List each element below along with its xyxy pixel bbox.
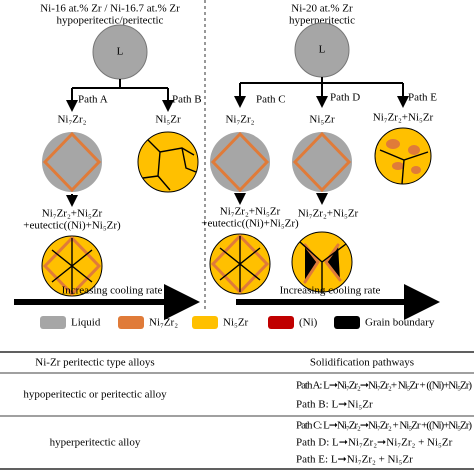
phase-label: Ni₇Zr₂+Ni₅Zr xyxy=(220,206,281,218)
legend: Liquid Ni₇Zr₂ Ni₅Zr (Ni) Grain boundary xyxy=(40,316,435,329)
legend-swatch xyxy=(268,316,294,329)
legend-swatch xyxy=(40,316,66,329)
path-label: Path C xyxy=(256,94,286,106)
node-label: L xyxy=(319,44,326,56)
table-header: Ni-Zr peritectic type alloys xyxy=(35,357,154,369)
path-label: Path B xyxy=(172,94,202,106)
header: Ni-16 at.% Zr / Ni-16.7 at.% Zr xyxy=(40,3,180,15)
header: hypoperitectic/peritectic xyxy=(57,15,164,27)
legend-label: (Ni) xyxy=(299,317,318,329)
path-label: Path E xyxy=(408,92,437,104)
path-label: Path A xyxy=(78,94,108,106)
phase-label: Ni₇Zr₂+Ni₅Zr xyxy=(373,112,434,124)
phase-label: Ni₅Zr xyxy=(309,114,335,126)
header: hyperperitectic xyxy=(289,15,355,27)
node-label: L xyxy=(117,46,124,58)
legend-label: Liquid xyxy=(71,317,101,329)
header: Ni-20 at.% Zr xyxy=(291,3,353,15)
microstructure xyxy=(41,235,103,297)
phase-label: Ni₅Zr xyxy=(155,114,181,126)
legend-swatch xyxy=(334,316,360,329)
phase-label: Ni₇Zr₂+Ni₅Zr xyxy=(298,208,359,220)
phase-label: +eutectic((Ni)+Ni₅Zr) xyxy=(23,220,121,232)
microstructure xyxy=(42,131,199,193)
phase-label: Ni₇Zr₂ xyxy=(57,114,86,126)
table-cell: Path D: L➞Ni₇Zr₂➞Ni₇Zr₂ + Ni₅Zr xyxy=(296,437,453,449)
table: Ni-Zr peritectic type alloys Solidificat… xyxy=(0,351,474,470)
connector xyxy=(240,77,403,84)
table-cell: Path E: L➞Ni₇Zr₂ + Ni₅Zr xyxy=(296,454,413,466)
legend-label: Grain boundary xyxy=(365,317,435,329)
axis-label: Increasing cooling rate xyxy=(280,285,381,297)
phase-label: +eutectic((Ni)+Ni₅Zr) xyxy=(201,218,299,230)
table-cell: hyperperitectic alloy xyxy=(50,437,141,449)
diagram: Ni-16 at.% Zr / Ni-16.7 at.% Zr hypoperi… xyxy=(14,0,440,320)
table-cell: Path B: L➞Ni₅Zr xyxy=(296,399,373,411)
legend-swatch xyxy=(192,316,218,329)
legend-label: Ni₇Zr₂ xyxy=(149,317,178,329)
microstructure xyxy=(209,231,353,295)
axis-label: Increasing cooling rate xyxy=(62,285,163,297)
phase-label: Ni₇Zr₂ xyxy=(225,114,254,126)
legend-swatch xyxy=(118,316,144,329)
table-cell: Path A: L➞Ni₇Zr₂➞Ni₇Zr₂+ Ni₅Zr + ((Ni)+N… xyxy=(296,380,472,392)
connector xyxy=(72,79,168,89)
table-cell: hypoperitectic or peritectic alloy xyxy=(23,389,167,401)
table-cell: Path C: L➞Ni₇Zr₂➞Ni₇Zr₂ + Ni₅Zr +((Ni)+N… xyxy=(296,420,472,432)
table-header: Solidification pathways xyxy=(310,357,414,369)
microstructure xyxy=(210,127,432,193)
legend-label: Ni₅Zr xyxy=(223,317,249,329)
phase-label: Ni₇Zr₂+Ni₅Zr xyxy=(42,208,103,220)
path-label: Path D xyxy=(330,92,360,104)
